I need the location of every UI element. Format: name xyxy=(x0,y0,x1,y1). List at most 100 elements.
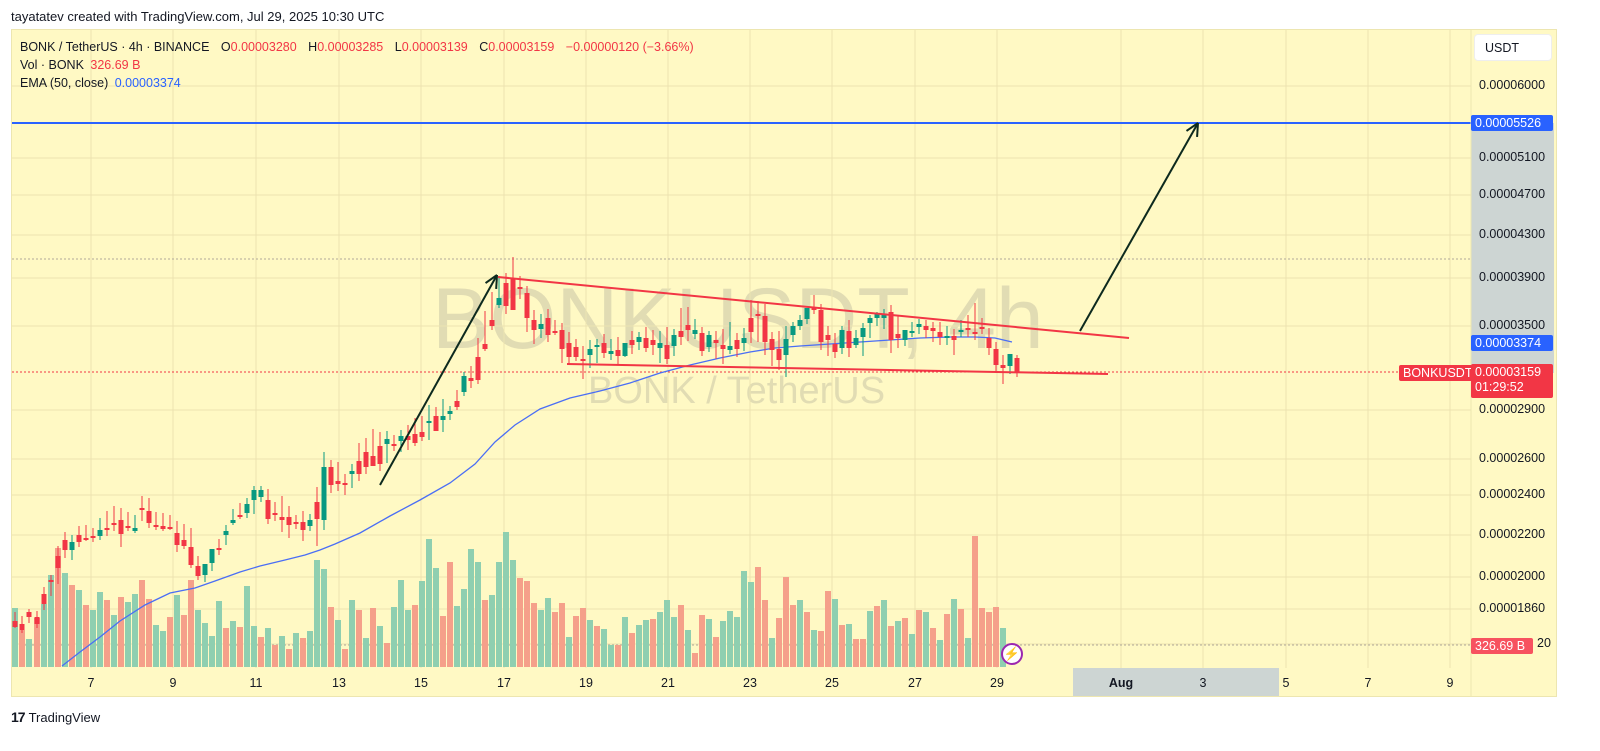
candle-body xyxy=(930,328,936,331)
candle-body xyxy=(699,333,705,351)
volume-bar xyxy=(314,560,320,667)
volume-bar xyxy=(181,615,187,667)
candle-body xyxy=(370,456,376,466)
volume-bar xyxy=(860,639,866,667)
candle-body xyxy=(972,332,978,334)
candle-body xyxy=(650,340,656,345)
legend-symbol-row[interactable]: BONK / TetherUS · 4h · BINANCE O0.000032… xyxy=(20,40,694,54)
candle-body xyxy=(643,338,649,348)
price-axis-label: 0.00003900 xyxy=(1479,270,1546,284)
volume-bar xyxy=(293,633,299,667)
candle-body xyxy=(279,517,285,520)
candle-body xyxy=(321,467,327,520)
candle-body xyxy=(12,621,18,627)
legend-open: 0.00003280 xyxy=(230,40,297,54)
volume-bar xyxy=(818,631,824,667)
volume-bar xyxy=(538,610,544,667)
candle-body xyxy=(965,328,971,330)
volume-bar xyxy=(748,582,754,667)
volume-bar xyxy=(139,580,145,667)
volume-bar xyxy=(132,594,138,667)
candle-body xyxy=(594,345,600,347)
volume-bar xyxy=(692,653,698,667)
candle-body xyxy=(426,421,432,423)
volume-bar xyxy=(699,615,705,667)
volume-bar xyxy=(111,615,117,667)
last-price-tag: 0.00003159 01:29:52 xyxy=(1471,364,1553,398)
candle-body xyxy=(468,378,474,381)
tradingview-logo[interactable]: 17 TradingView xyxy=(11,709,100,725)
candle-body xyxy=(335,481,341,484)
volume-bar xyxy=(475,562,481,667)
volume-bar xyxy=(811,630,817,667)
legend-volume-row[interactable]: Vol · BONK 326.69 B xyxy=(20,56,694,74)
candle-body xyxy=(104,528,110,530)
volume-bar xyxy=(993,607,999,667)
candle-body xyxy=(244,504,250,513)
volume-bar xyxy=(706,619,712,667)
volume-bar xyxy=(713,637,719,667)
candle-body xyxy=(419,432,425,437)
price-axis-label: 0.00004300 xyxy=(1479,227,1546,241)
candle-body xyxy=(447,411,453,414)
volume-bar xyxy=(867,611,873,667)
candle-body xyxy=(846,331,852,348)
volume-bar xyxy=(90,610,96,667)
candle-body xyxy=(34,617,40,624)
volume-bar xyxy=(76,590,82,667)
candle-body xyxy=(692,330,698,334)
time-axis-label: 23 xyxy=(743,676,757,690)
candle-body xyxy=(895,334,901,338)
lightning-icon[interactable]: ⚡ xyxy=(1001,643,1023,665)
volume-bar xyxy=(944,614,950,667)
price-axis-label: 0.00002400 xyxy=(1479,487,1546,501)
candle-body xyxy=(272,513,278,515)
time-axis-label: 7 xyxy=(87,676,95,690)
volume-bar xyxy=(671,617,677,667)
candle-body xyxy=(797,320,803,326)
volume-bar xyxy=(573,616,579,667)
candle-body xyxy=(251,490,257,500)
volume-bar xyxy=(510,560,516,667)
candle-body xyxy=(356,461,362,474)
volume-bar xyxy=(335,620,341,667)
volume-bar xyxy=(153,625,159,667)
volume-bar xyxy=(454,606,460,667)
volume-bar xyxy=(937,640,943,667)
candle-body xyxy=(671,335,677,346)
time-axis-label: 5 xyxy=(1282,676,1290,690)
volume-bar xyxy=(496,562,502,667)
price-axis-label: 0.00005100 xyxy=(1479,150,1546,164)
candle-body xyxy=(860,328,866,337)
volume-bar xyxy=(972,536,978,667)
time-axis-label: 19 xyxy=(579,676,593,690)
volume-bar xyxy=(19,630,25,667)
volume-bar xyxy=(398,580,404,667)
candle-body xyxy=(412,434,418,443)
candle-body xyxy=(202,564,208,575)
candle-body xyxy=(62,540,68,550)
target-price-tag: 0.00005526 xyxy=(1471,115,1553,131)
price-axis-label: 0.00002900 xyxy=(1479,402,1546,416)
candle-body xyxy=(503,283,509,306)
candle-body xyxy=(342,483,348,485)
volume-bar xyxy=(447,562,453,667)
volume-bar xyxy=(265,628,271,667)
volume-bar xyxy=(202,623,208,667)
candle-body xyxy=(804,308,810,319)
candle-body xyxy=(881,315,887,318)
volume-bar xyxy=(223,628,229,667)
legend-ema-row[interactable]: EMA (50, close) 0.00003374 xyxy=(20,74,694,92)
candle-body xyxy=(937,332,943,337)
legend-ema-value: 0.00003374 xyxy=(114,76,181,90)
symbol-tag: BONKUSDT xyxy=(1399,365,1477,381)
candle-body xyxy=(979,327,985,329)
price-axis-label: 0.00001860 xyxy=(1479,601,1546,615)
candle-body xyxy=(552,331,558,333)
currency-selector[interactable]: USDT xyxy=(1474,34,1552,61)
volume-bar xyxy=(636,625,642,667)
candle-body xyxy=(587,349,593,355)
candle-body xyxy=(944,336,950,338)
candle-body xyxy=(328,467,334,485)
